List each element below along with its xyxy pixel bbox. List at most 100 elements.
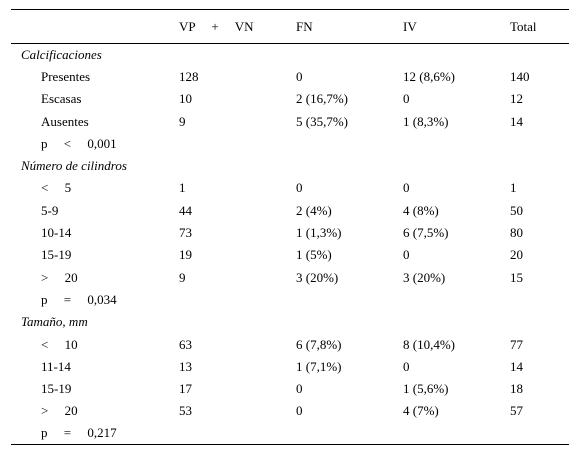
table-cell: 57	[510, 403, 523, 419]
table-cell: 0	[296, 180, 303, 196]
header-cell-vp-vn: VP + VN	[179, 9, 296, 44]
row-label: Escasas	[41, 91, 82, 107]
section-label: Tamaño, mm	[21, 314, 88, 330]
table-cell: 1	[510, 180, 517, 196]
row-label: < 10	[41, 336, 78, 352]
table-cell	[403, 133, 510, 155]
row-label: > 20	[41, 269, 78, 285]
table-cell: 20	[510, 247, 523, 263]
table-cell	[179, 289, 296, 311]
table-row: p = 0,034	[11, 289, 569, 311]
table-row: > 20 9 3 (20%) 3 (20%) 15	[11, 266, 569, 288]
table-cell: 63	[179, 336, 192, 352]
table-cell: 10	[179, 91, 192, 107]
table-cell: 0	[296, 68, 303, 84]
row-label: 10-14	[41, 225, 72, 241]
table-cell: 1 (8,3%)	[403, 113, 449, 129]
section-row: Calcificaciones	[11, 44, 569, 66]
table-cell: 0	[403, 358, 410, 374]
table-cell: 0	[403, 247, 410, 263]
table-cell: 19	[179, 247, 192, 263]
table-cell: 50	[510, 202, 523, 218]
table-cell	[296, 133, 403, 155]
row-label: 15-19	[41, 247, 72, 263]
header-cell-iv: IV	[403, 9, 510, 44]
table-cell	[403, 422, 510, 446]
table-row: 5-9 44 2 (4%) 4 (8%) 50	[11, 200, 569, 222]
table-cell: 14	[510, 358, 523, 374]
table-cell: 18	[510, 381, 523, 397]
header-cell-label	[11, 9, 179, 44]
table-row: p = 0,217	[11, 422, 569, 446]
table-cell: 0	[403, 91, 410, 107]
table-cell: 4 (8%)	[403, 202, 439, 218]
table-cell: 1 (1,3%)	[296, 225, 342, 241]
table-cell: 140	[510, 68, 530, 84]
table-row: < 5 1 0 0 1	[11, 177, 569, 199]
table-row: Ausentes 9 5 (35,7%) 1 (8,3%) 14	[11, 110, 569, 132]
row-label: 11-14	[41, 358, 71, 374]
table-cell: 15	[510, 269, 523, 285]
table-cell: 53	[179, 403, 192, 419]
table-row: 11-14 13 1 (7,1%) 0 14	[11, 356, 569, 378]
table-row: > 20 53 0 4 (7%) 57	[11, 400, 569, 422]
table-cell: 77	[510, 336, 523, 352]
table-row: p < 0,001	[11, 133, 569, 155]
table-cell	[296, 422, 403, 446]
table-cell	[510, 422, 569, 446]
table-cell: 1	[179, 180, 186, 196]
table-row: 15-19 19 1 (5%) 0 20	[11, 244, 569, 266]
section-row: Número de cilindros	[11, 155, 569, 177]
table-cell: 1 (5%)	[296, 247, 332, 263]
table-cell	[179, 133, 296, 155]
table-cell: 14	[510, 113, 523, 129]
table-cell: 6 (7,8%)	[296, 336, 342, 352]
table-cell: 9	[179, 269, 186, 285]
row-label: > 20	[41, 403, 78, 419]
table-cell: 17	[179, 381, 192, 397]
table-cell: 3 (20%)	[403, 269, 446, 285]
header-cell-total: Total	[510, 9, 569, 44]
section-label: Calcificaciones	[21, 46, 102, 62]
table-cell: 12	[510, 91, 523, 107]
row-label: Ausentes	[41, 113, 89, 129]
table-cell: 6 (7,5%)	[403, 225, 449, 241]
table-body: Calcificaciones Presentes 128 0 12 (8,6%) 140…	[11, 44, 569, 446]
table-cell: 2 (4%)	[296, 202, 332, 218]
table-cell: 0	[296, 403, 303, 419]
row-label: < 5	[41, 180, 72, 196]
row-label: p < 0,001	[41, 135, 117, 151]
table-cell: 8 (10,4%)	[403, 336, 455, 352]
table-cell: 5 (35,7%)	[296, 113, 348, 129]
row-label: 5-9	[41, 202, 59, 218]
table-cell: 3 (20%)	[296, 269, 339, 285]
table-cell: 4 (7%)	[403, 403, 439, 419]
table-cell	[296, 289, 403, 311]
row-label: Presentes	[41, 68, 91, 84]
table-cell	[510, 289, 569, 311]
table-cell: 1 (5,6%)	[403, 381, 449, 397]
table-cell: 2 (16,7%)	[296, 91, 348, 107]
table-row: Presentes 128 0 12 (8,6%) 140	[11, 66, 569, 88]
table-cell: 9	[179, 113, 186, 129]
header-row: VP + VN FN IV Total	[11, 9, 569, 44]
table-cell: 13	[179, 358, 192, 374]
results-table: VP + VN FN IV Total Calcificaciones Prese…	[11, 9, 569, 446]
table-cell: 0	[296, 381, 303, 397]
table-cell: 128	[179, 68, 199, 84]
table-row: 15-19 17 0 1 (5,6%) 18	[11, 378, 569, 400]
table-cell: 1 (7,1%)	[296, 358, 342, 374]
table-cell	[179, 422, 296, 446]
row-label: 15-19	[41, 381, 72, 397]
row-label: p = 0,034	[41, 291, 117, 307]
table-cell	[510, 133, 569, 155]
row-label: p = 0,217	[11, 422, 179, 446]
table-cell	[403, 289, 510, 311]
table-cell: 73	[179, 225, 192, 241]
table-cell: 80	[510, 225, 523, 241]
section-label: Número de cilindros	[21, 158, 127, 174]
table-cell: 44	[179, 202, 192, 218]
table-row: Escasas 10 2 (16,7%) 0 12	[11, 88, 569, 110]
table-row: < 10 63 6 (7,8%) 8 (10,4%) 77	[11, 333, 569, 355]
header-cell-fn: FN	[296, 9, 403, 44]
